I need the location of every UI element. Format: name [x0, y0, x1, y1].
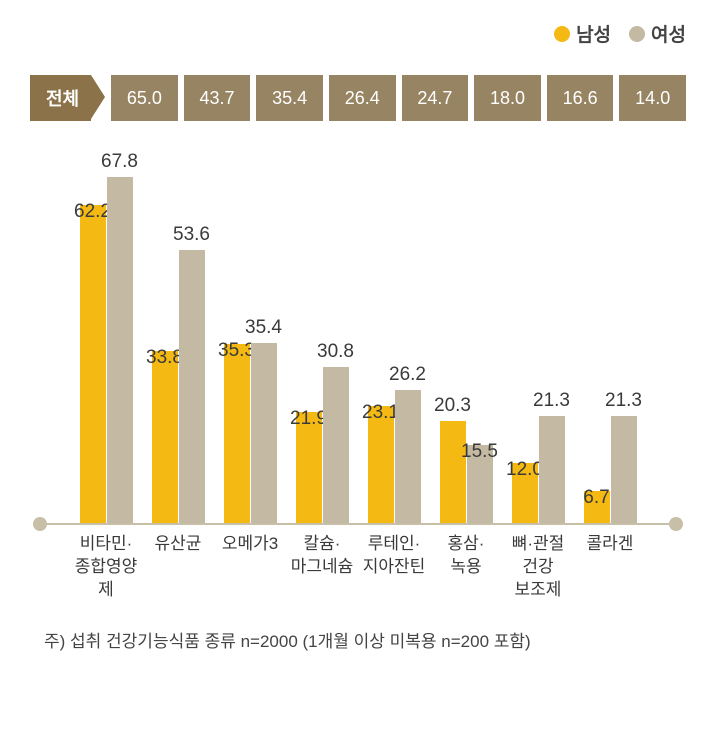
totals-value: 14.0	[619, 75, 686, 121]
totals-header: 전체 65.043.735.426.424.718.016.614.0	[30, 75, 686, 121]
totals-label: 전체	[30, 75, 91, 121]
category-label: 유산균	[142, 525, 214, 597]
bar-female: 35.4	[251, 343, 277, 525]
bar-value-female: 21.3	[594, 390, 654, 412]
category-label: 뼈·관절 건강 보조제	[502, 525, 574, 597]
bar-value-female: 26.2	[378, 364, 438, 386]
bar-female: 21.3	[611, 416, 637, 525]
bar-group: 33.853.6	[142, 157, 214, 525]
totals-value: 43.7	[184, 75, 251, 121]
legend-item-female: 여성	[629, 20, 686, 47]
bar-group: 20.315.5	[430, 157, 502, 525]
bar-female: 21.3	[539, 416, 565, 525]
totals-value: 24.7	[402, 75, 469, 121]
bar-female: 30.8	[323, 367, 349, 525]
bar-group: 62.267.8	[70, 157, 142, 525]
bar-group: 23.126.2	[358, 157, 430, 525]
bar-pair: 21.930.8	[296, 367, 349, 525]
category-label: 루테인· 지아잔틴	[358, 525, 430, 597]
bar-value-male: 20.3	[423, 395, 483, 417]
bar-value-female: 21.3	[522, 390, 582, 412]
bar-pair: 62.267.8	[80, 177, 133, 525]
legend-item-male: 남성	[554, 20, 611, 47]
bar-female: 67.8	[107, 177, 133, 525]
bar-pair: 23.126.2	[368, 390, 421, 525]
bar-value-female: 53.6	[162, 224, 222, 246]
totals-value: 65.0	[111, 75, 178, 121]
bar-male: 23.1	[368, 406, 394, 525]
bar-male: 20.3	[440, 421, 466, 525]
legend-label-female: 여성	[651, 20, 686, 47]
legend: 남성 여성	[30, 20, 686, 47]
bar-group: 12.021.3	[502, 157, 574, 525]
bar-pair: 20.315.5	[440, 421, 493, 525]
totals-value: 26.4	[329, 75, 396, 121]
female-dot	[629, 26, 645, 42]
bar-pair: 6.721.3	[584, 416, 637, 525]
totals-value: 16.6	[547, 75, 614, 121]
category-label: 칼슘· 마그네슘	[286, 525, 358, 597]
category-label: 홍삼· 녹용	[430, 525, 502, 597]
bar-value-female: 35.4	[234, 317, 294, 339]
bar-male: 33.8	[152, 351, 178, 525]
bar-male: 21.9	[296, 412, 322, 525]
bar-pair: 33.853.6	[152, 250, 205, 525]
bar-male: 6.7	[584, 491, 610, 525]
bar-male: 62.2	[80, 205, 106, 525]
category-labels: 비타민· 종합영양제유산균오메가3칼슘· 마그네슘루테인· 지아잔틴홍삼· 녹용…	[70, 525, 646, 597]
bar-value-female: 67.8	[90, 151, 150, 173]
bar-group: 21.930.8	[286, 157, 358, 525]
bar-female: 53.6	[179, 250, 205, 525]
totals-label-text: 전체	[46, 85, 79, 111]
bar-pair: 12.021.3	[512, 416, 565, 525]
legend-label-male: 남성	[576, 20, 611, 47]
category-label: 콜라겐	[574, 525, 646, 597]
bar-pair: 35.335.4	[224, 343, 277, 525]
footnote: 주) 섭취 건강기능식품 종류 n=2000 (1개월 이상 미복용 n=200…	[44, 627, 686, 652]
bar-group: 35.335.4	[214, 157, 286, 525]
bar-male: 12.0	[512, 463, 538, 525]
totals-values: 65.043.735.426.424.718.016.614.0	[111, 75, 686, 121]
totals-value: 18.0	[474, 75, 541, 121]
bar-female: 26.2	[395, 390, 421, 525]
totals-value: 35.4	[256, 75, 323, 121]
bar-male: 35.3	[224, 344, 250, 525]
bar-groups: 62.267.833.853.635.335.421.930.823.126.2…	[70, 157, 646, 525]
bar-chart: 62.267.833.853.635.335.421.930.823.126.2…	[40, 157, 676, 597]
bar-group: 6.721.3	[574, 157, 646, 525]
bar-female: 15.5	[467, 445, 493, 525]
category-label: 오메가3	[214, 525, 286, 597]
category-label: 비타민· 종합영양제	[70, 525, 142, 597]
bar-value-female: 30.8	[306, 341, 366, 363]
male-dot	[554, 26, 570, 42]
